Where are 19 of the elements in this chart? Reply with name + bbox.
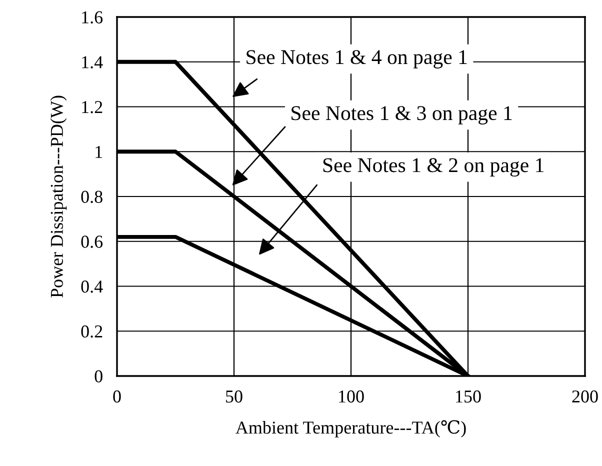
y-tick-label: 0.6 — [81, 236, 103, 248]
y-tick-label: 1.6 — [82, 11, 103, 24]
y-axis-title: Power Dissipation---PD(W) — [50, 96, 67, 298]
annotation: See Notes 1 & 2 on page 1 — [323, 158, 544, 177]
y-tick-label: 1 — [96, 146, 102, 158]
y-tick-label: 0 — [94, 370, 102, 382]
x-axis-title: Ambient Temperature---TA(℃) — [236, 420, 466, 438]
annotation: See Notes 1 & 4 on page 1 — [246, 50, 467, 68]
x-tick-label: 150 — [456, 390, 481, 403]
y-tick-label: 0.8 — [81, 190, 102, 204]
y-tick-label: 0.4 — [81, 280, 103, 293]
x-tick-label: 200 — [572, 390, 598, 403]
x-tick-label: 0 — [113, 390, 121, 403]
x-tick-label: 50 — [226, 390, 242, 403]
y-tick-label: 1.4 — [82, 56, 103, 68]
annotation: See Notes 1 & 3 on page 1 — [292, 106, 512, 124]
y-tick-label: 1.2 — [82, 101, 102, 114]
x-tick-label: 100 — [339, 390, 364, 403]
y-tick-label: 0.2 — [81, 325, 102, 338]
